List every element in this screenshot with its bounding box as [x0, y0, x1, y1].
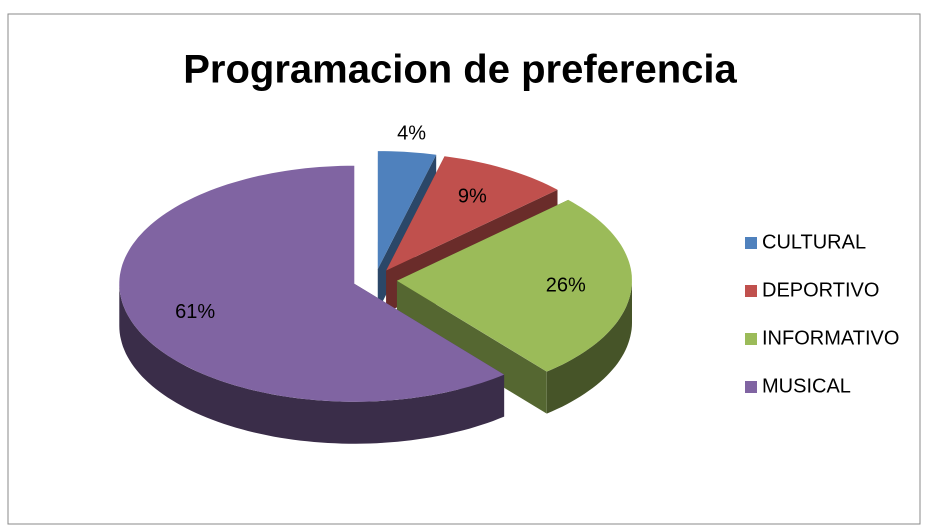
legend-swatch: [745, 285, 757, 297]
slice: [119, 165, 505, 402]
legend-swatch: [745, 237, 757, 249]
slice-side: [546, 280, 632, 414]
slice-side: [119, 283, 505, 444]
legend-swatch: [745, 333, 757, 345]
legend-label: DEPORTIVO: [762, 279, 879, 301]
legend-label: CULTURAL: [762, 231, 866, 253]
legend-label: MUSICAL: [762, 375, 851, 397]
data-label: 4%: [397, 123, 426, 145]
data-label: 9%: [458, 186, 487, 208]
legend-label: INFORMATIVO: [762, 327, 899, 349]
chart-title: Programacion de preferencia: [183, 48, 737, 92]
slice: [396, 199, 632, 372]
legend-swatch: [745, 381, 757, 393]
slice: [386, 156, 558, 271]
slice: [377, 151, 437, 270]
data-label: 26%: [546, 274, 586, 296]
data-label: 61%: [175, 301, 215, 323]
slice-side: [396, 280, 547, 414]
